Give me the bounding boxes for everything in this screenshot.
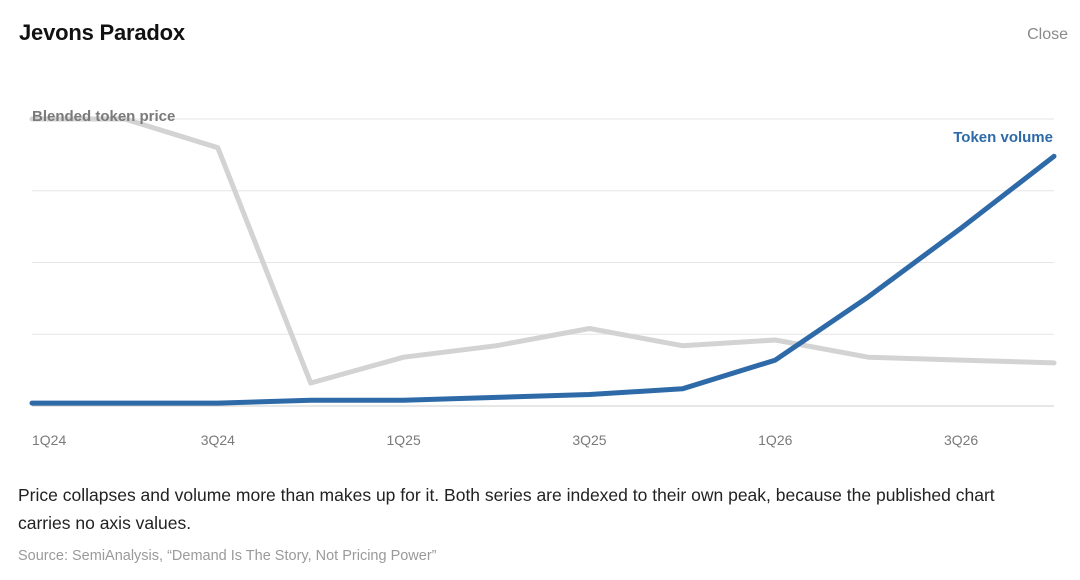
series-line-price (29, 116, 1057, 386)
chart-caption: Price collapses and volume more than mak… (18, 485, 995, 533)
series-label-volume: Token volume (953, 129, 1053, 146)
x-axis-ticks: 1Q24 3Q24 1Q25 3Q25 1Q26 3Q26 (32, 432, 978, 448)
grid-lines (32, 118, 1054, 407)
x-tick-label: 3Q24 (201, 432, 235, 448)
x-tick-label: 3Q26 (944, 432, 978, 448)
x-tick-label: 1Q25 (387, 432, 421, 448)
series-label-price: Blended token price (32, 108, 175, 125)
source-note: Source: SemiAnalysis, “Demand Is The Sto… (18, 548, 437, 564)
line-chart: 1Q24 3Q24 1Q25 3Q25 1Q26 3Q26 Blended token p… (29, 108, 1057, 448)
close-button[interactable]: Close (1027, 26, 1068, 43)
x-tick-label: 1Q26 (758, 432, 792, 448)
x-tick-label: 3Q25 (572, 432, 606, 448)
series-lines (29, 116, 1057, 406)
chart-title: Jevons Paradox (19, 20, 185, 45)
x-tick-label: 1Q24 (32, 432, 66, 448)
series-line-volume (29, 153, 1057, 406)
